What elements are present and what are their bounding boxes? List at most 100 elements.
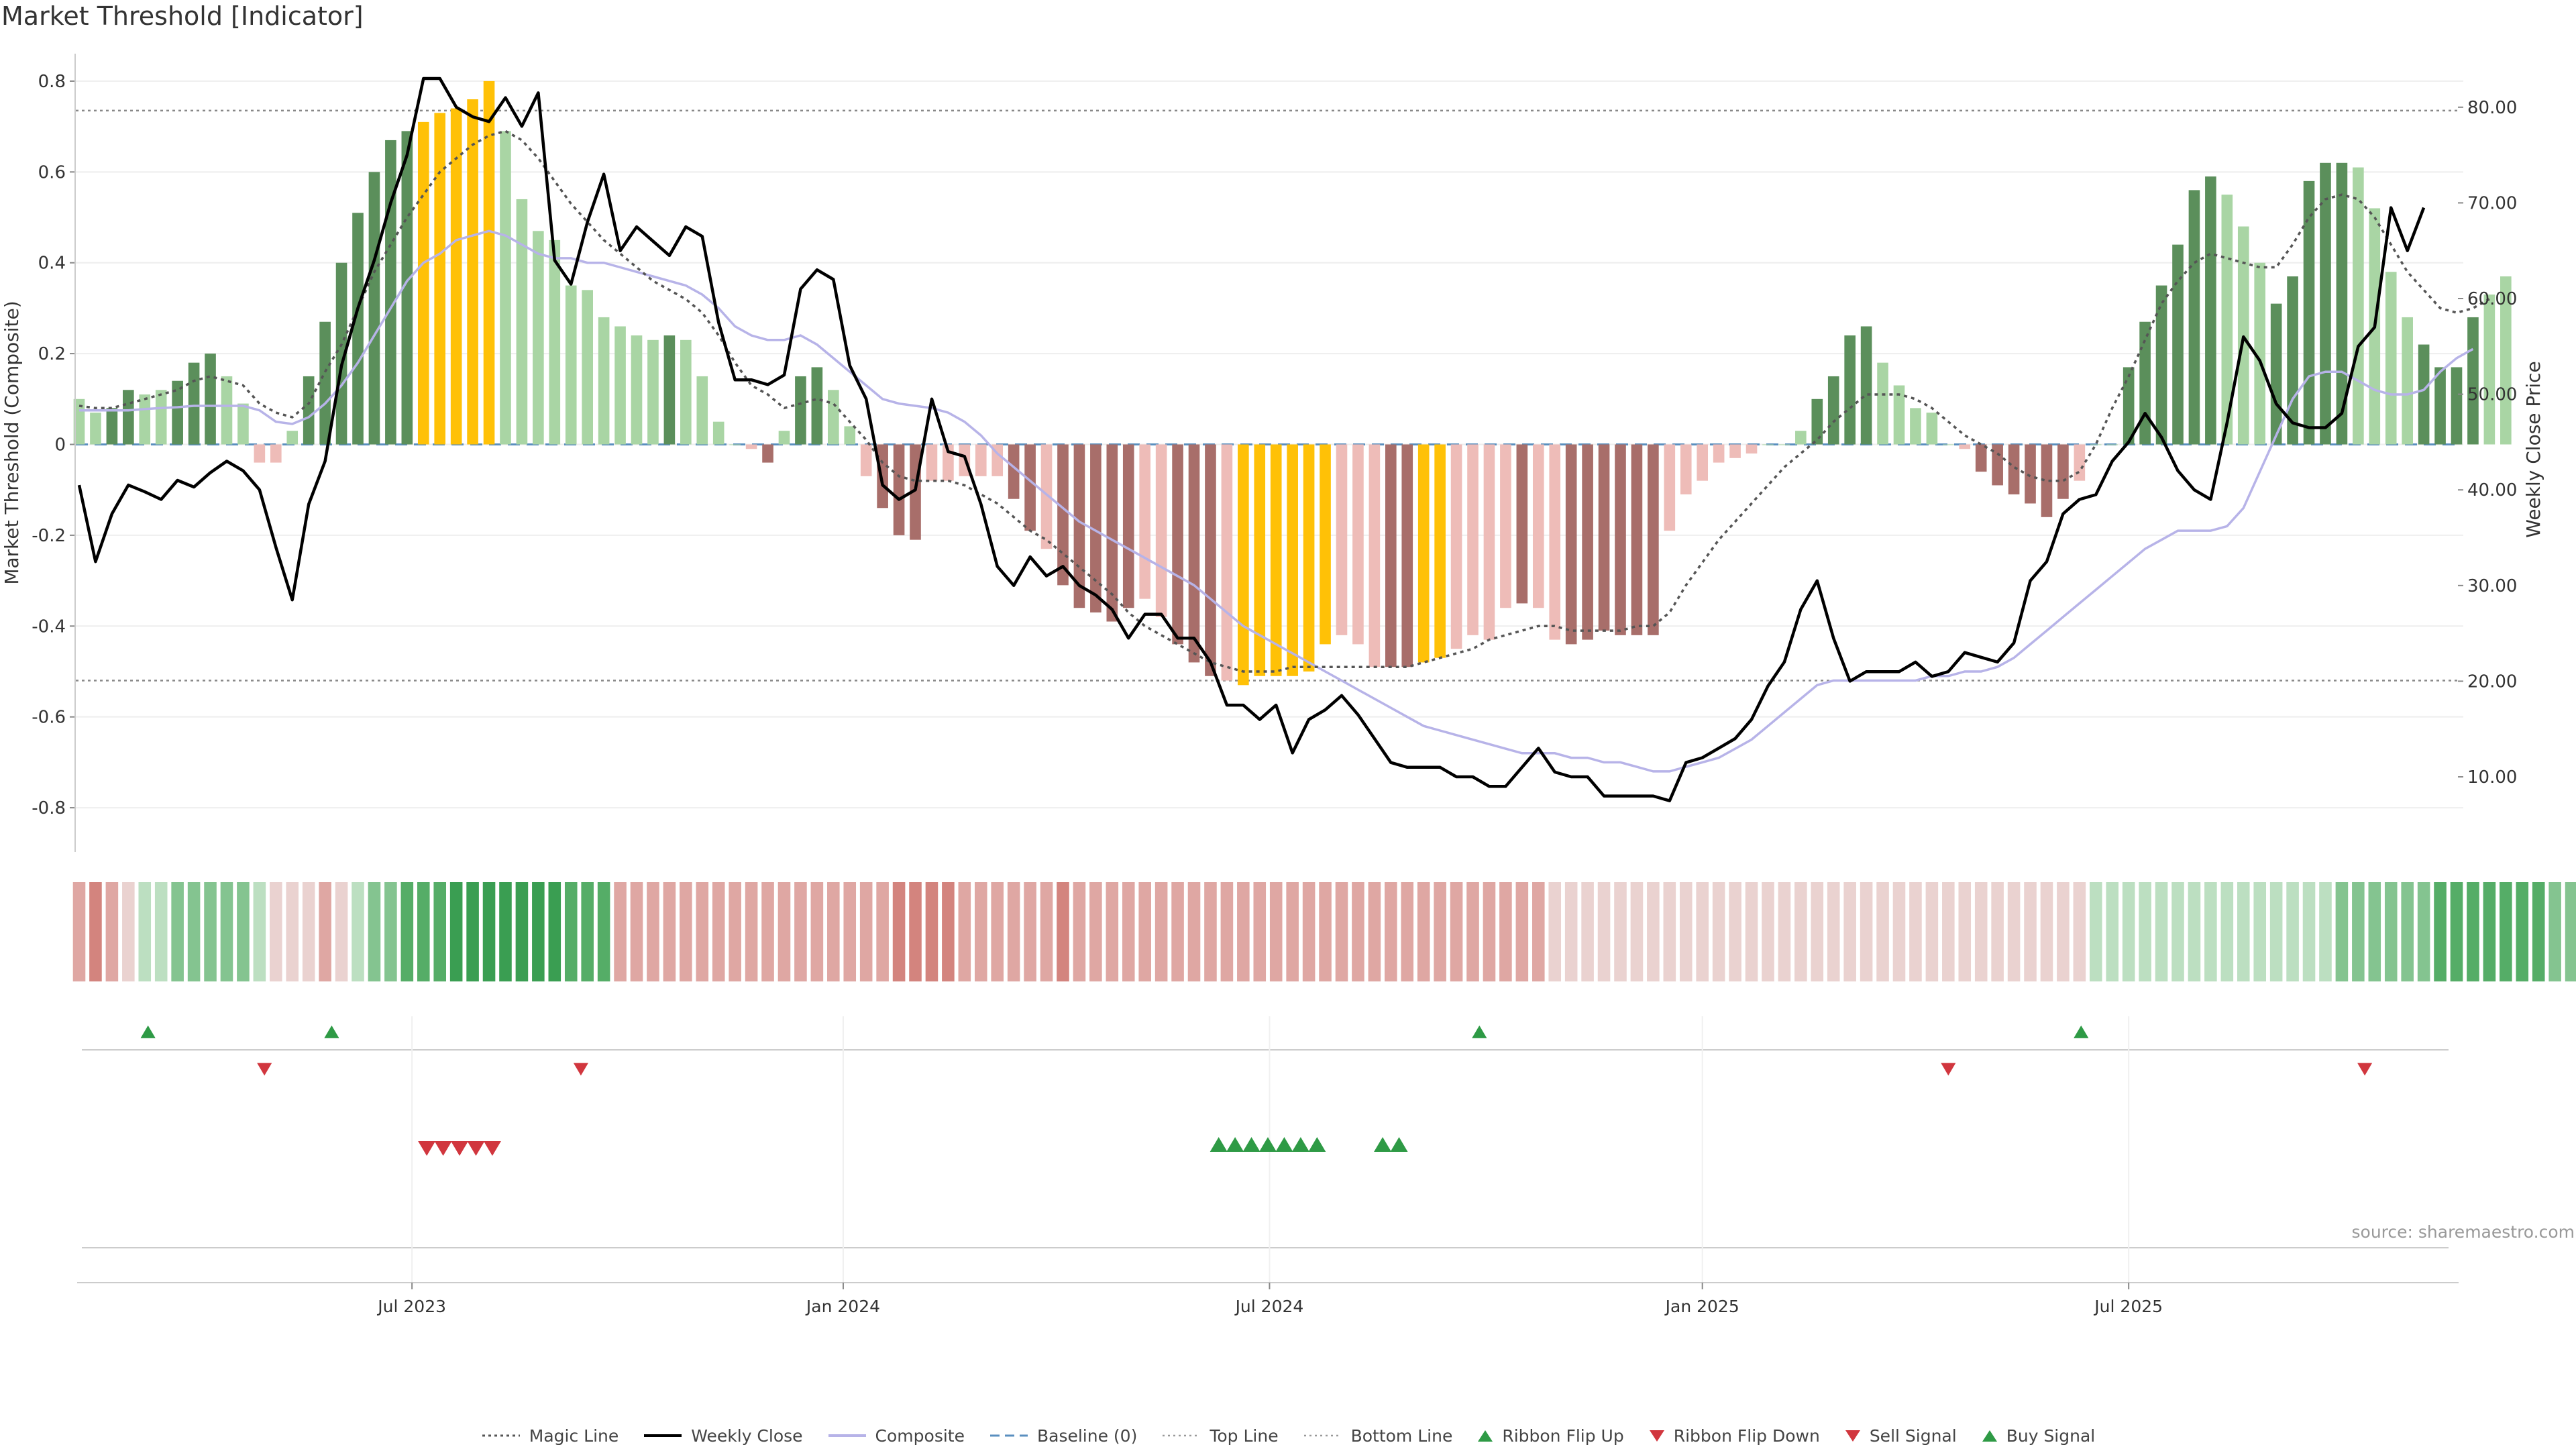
ribbon-cell (286, 882, 299, 981)
legend-item: Ribbon Flip Up (1477, 1426, 1624, 1446)
composite-bar (598, 317, 610, 445)
ribbon-cell (1532, 882, 1545, 981)
buy-signal-marker (1275, 1136, 1293, 1152)
composite-bar (483, 80, 495, 445)
composite-bar (1303, 444, 1315, 672)
ribbon-cell (2286, 882, 2299, 981)
composite-bar (762, 444, 773, 463)
composite-bar (205, 354, 216, 445)
ribbon-cell (942, 882, 955, 981)
y-tick-label: 0.2 (38, 344, 66, 364)
legend-item: Baseline (0) (989, 1426, 1137, 1446)
composite-bar (745, 444, 757, 449)
dotted-line-gray-icon (1161, 1429, 1201, 1442)
ribbon-cell (2122, 882, 2135, 981)
legend: Magic Line Weekly Close Composite Baseline … (0, 1422, 2576, 1449)
ribbon-cell (1581, 882, 1594, 981)
ribbon-cell (1138, 882, 1151, 981)
ribbon-cell (1417, 882, 1430, 981)
reference-lines (76, 109, 2460, 682)
ribbon-cell (1302, 882, 1316, 981)
composite-bar (1713, 444, 1725, 463)
composite-bar (1008, 444, 1020, 499)
composite-bars (73, 80, 2512, 686)
ribbon-cell (630, 882, 643, 981)
composite-bar (1073, 444, 1085, 608)
ribbon-cell (2220, 882, 2234, 981)
ribbon-cell (2500, 882, 2512, 981)
composite-bar (1336, 444, 1348, 635)
ribbon-cell (1630, 882, 1644, 981)
composite-bar (500, 131, 511, 445)
composite-bar (417, 121, 429, 445)
composite-bar (663, 335, 676, 445)
composite-bar (2041, 444, 2053, 517)
buy-signal-marker (1390, 1136, 1408, 1152)
composite-bar (303, 376, 315, 445)
x-tick-label: Jul 2023 (376, 1297, 446, 1316)
composite-bar (155, 390, 167, 445)
ribbon-cell (2384, 882, 2398, 981)
sell-signal-marker (418, 1140, 436, 1157)
ribbon-cell (745, 882, 758, 981)
ribbon-cell (270, 882, 282, 981)
composite-bar (2139, 321, 2151, 445)
composite-bar (2270, 303, 2282, 445)
buy-signal-marker (1210, 1136, 1228, 1152)
composite-bar (254, 444, 266, 463)
ribbon-cell (220, 882, 233, 981)
ribbon-cell (122, 882, 135, 981)
ribbon-cell (2204, 882, 2217, 981)
ribbon-cell (1352, 882, 1364, 981)
triangle-up-green-icon (1981, 1428, 1998, 1443)
ribbon-cell (1942, 882, 1955, 981)
composite-bar (90, 413, 101, 445)
composite-bar (2418, 344, 2430, 445)
ribbon-cell (564, 882, 578, 981)
overlay-lines (77, 76, 2490, 802)
composite-bar (2500, 276, 2512, 445)
composite-bar (827, 390, 839, 445)
ribbon-cell (400, 882, 414, 981)
ribbon-cell (1663, 882, 1676, 981)
ribbon-cell (843, 882, 857, 981)
ribbon-cell (2548, 882, 2561, 981)
ribbon-cell (1483, 882, 1496, 981)
ribbon-cell (1089, 882, 1102, 981)
composite-bar (434, 113, 446, 445)
ribbon-cell (810, 882, 824, 981)
composite-bar (1287, 444, 1298, 676)
composite-bar (1565, 444, 1577, 645)
y2-axis-title: Weekly Close Price (2522, 361, 2544, 537)
ribbon-cell (2302, 882, 2316, 981)
composite-bar (1811, 398, 1823, 445)
composite-bar (1368, 444, 1381, 667)
composite-bar (2385, 272, 2397, 445)
legend-label: Top Line (1210, 1426, 1279, 1446)
composite-bar (1746, 444, 1758, 454)
composite-bar (1926, 413, 1938, 445)
ribbon-cell (1237, 882, 1250, 981)
ribbon-cell (663, 882, 676, 981)
ribbon-cell (532, 882, 545, 981)
composite-bar (188, 362, 200, 445)
buy-signal-marker (1259, 1136, 1277, 1152)
composite-bar (2155, 285, 2167, 445)
composite-bar (991, 444, 1004, 476)
sell-signal-marker (483, 1140, 501, 1157)
composite-bar (2123, 367, 2135, 445)
ribbon-cell (335, 882, 348, 981)
ribbon-cell (1729, 882, 1741, 981)
composite-bar (1795, 431, 1807, 445)
ribbon-cell (1991, 882, 2004, 981)
composite-bar (696, 376, 708, 445)
y-tick-label: 0 (54, 435, 66, 455)
ribbon-cell (696, 882, 709, 981)
dashed-line-blue-icon (989, 1429, 1029, 1442)
chart-title: Market Threshold [Indicator] (1, 1, 364, 31)
legend-label: Bottom Line (1350, 1426, 1453, 1446)
composite-bar (1139, 444, 1150, 599)
ribbon-cell (105, 882, 119, 981)
legend-item: Ribbon Flip Down (1648, 1426, 1820, 1446)
ribbon-cell (712, 882, 725, 981)
